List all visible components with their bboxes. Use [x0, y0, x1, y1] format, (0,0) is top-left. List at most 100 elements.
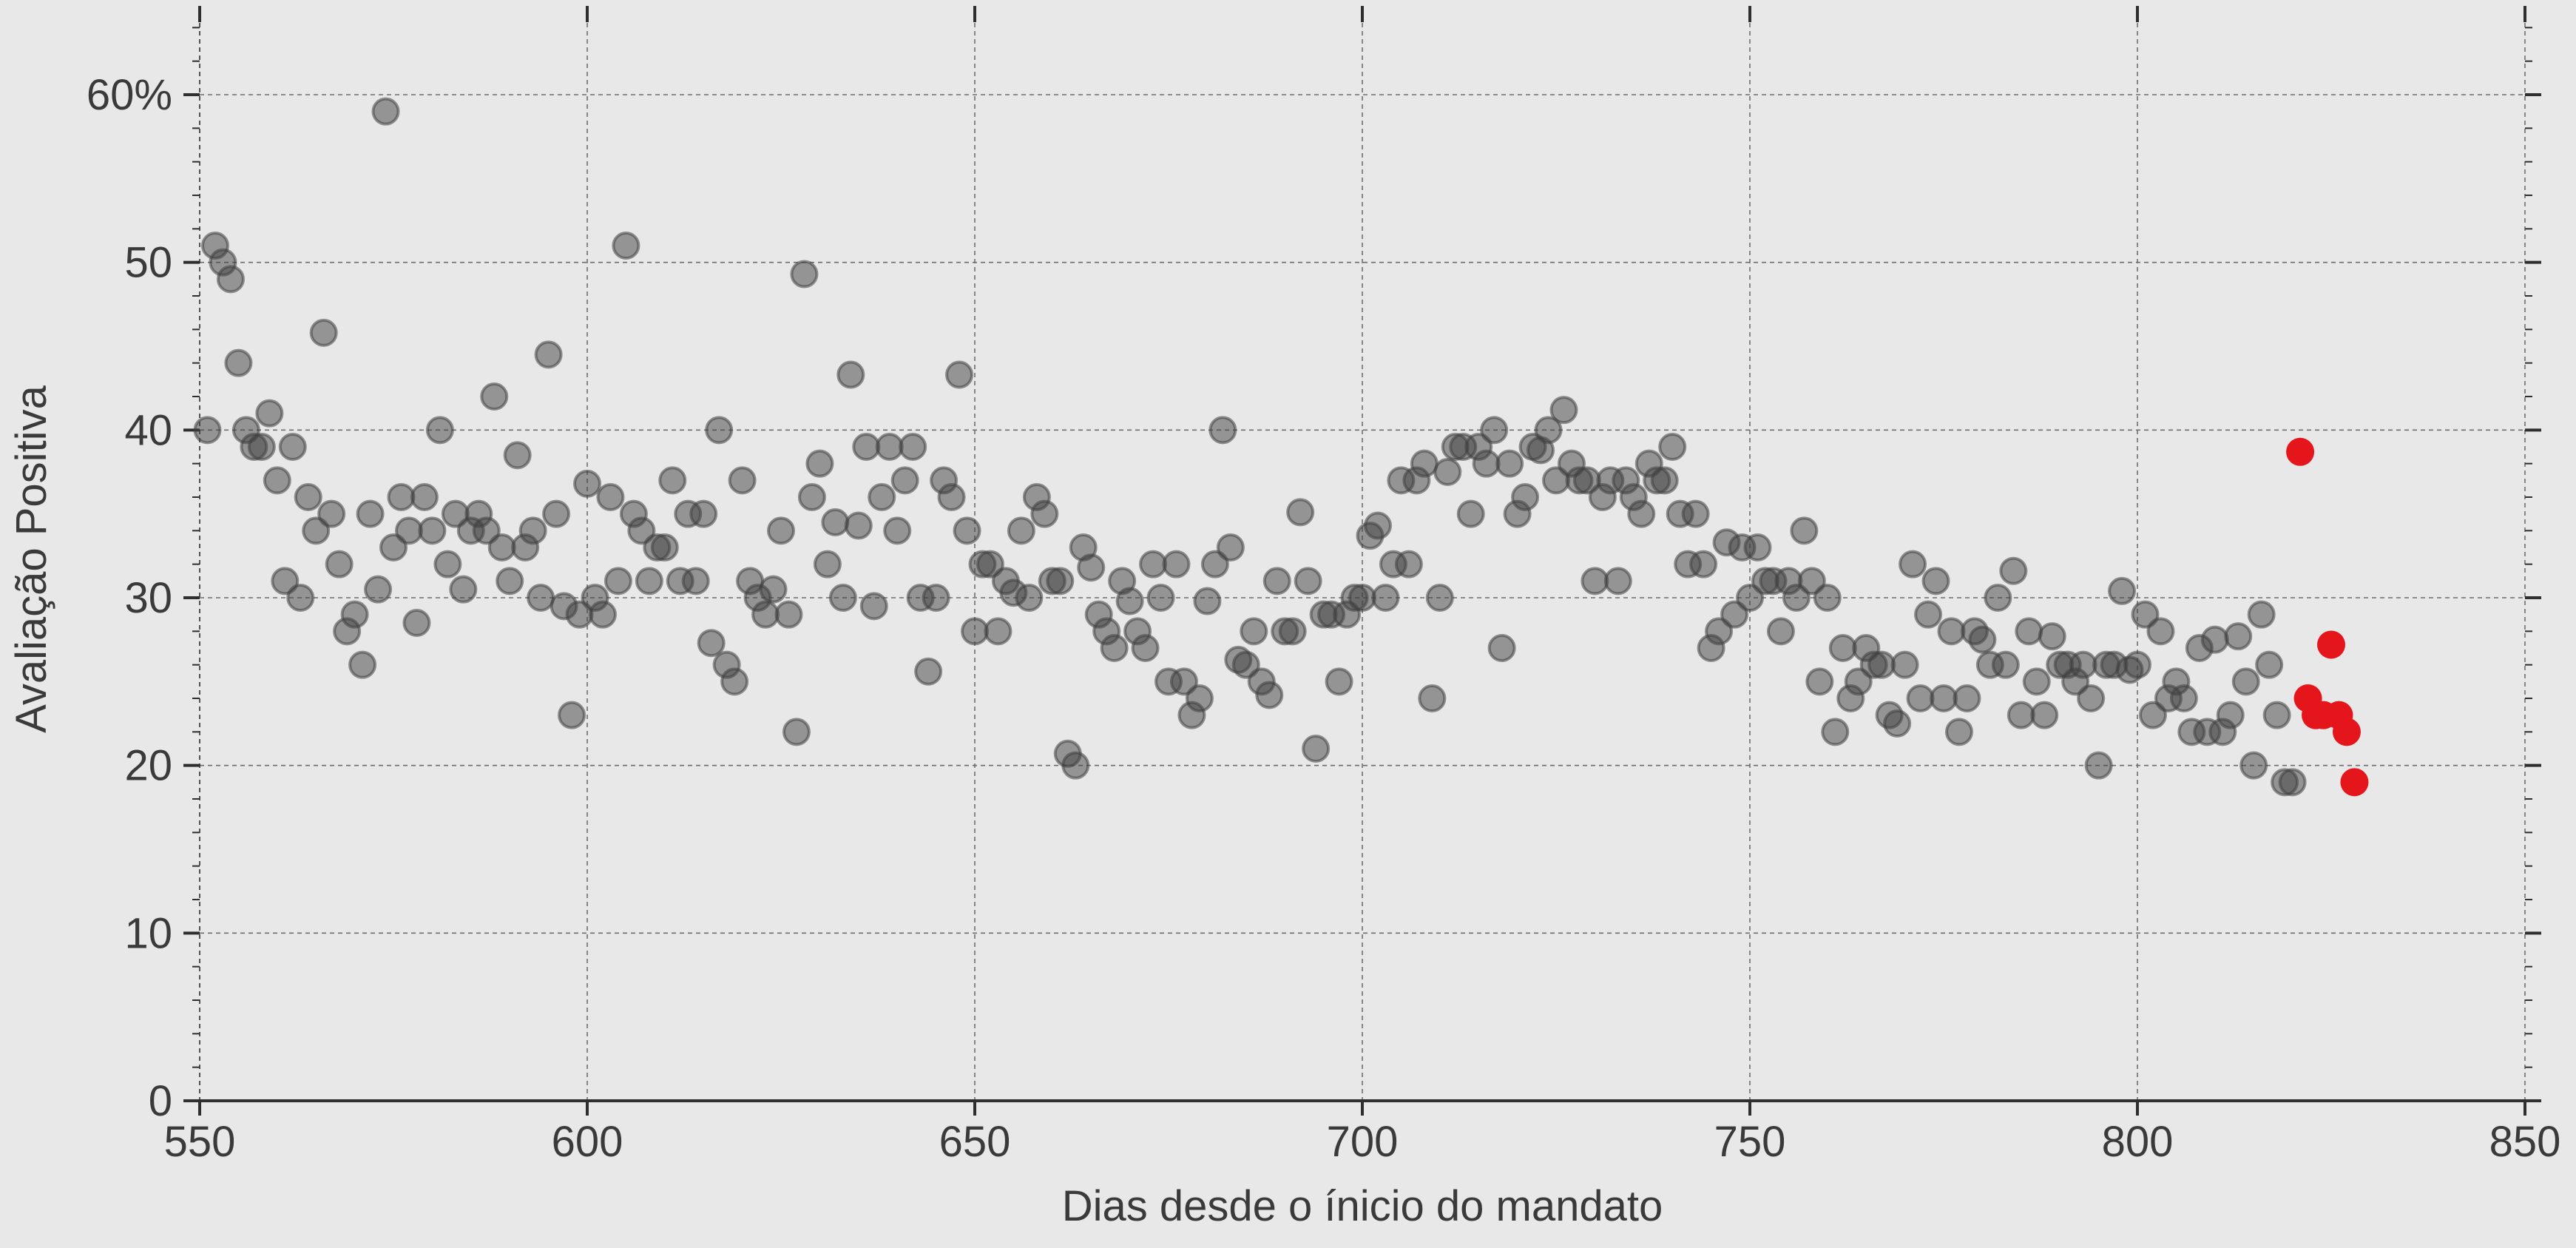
- data-point: [1999, 556, 2028, 585]
- data-point: [782, 718, 811, 746]
- data-point: [1185, 684, 1214, 712]
- data-point: [914, 657, 943, 686]
- data-point: [1930, 684, 1958, 712]
- data-point: [2262, 701, 2291, 729]
- data-point: [2030, 701, 2059, 729]
- data-point: [1061, 751, 1090, 780]
- data-point: [821, 508, 850, 536]
- data-point: [1456, 499, 1485, 528]
- data-point: [480, 382, 509, 411]
- data-point-highlight: [2286, 437, 2315, 466]
- data-point: [1650, 466, 1679, 495]
- data-point: [1867, 650, 1896, 679]
- data-points: [193, 97, 2369, 797]
- data-point: [1944, 718, 1973, 746]
- data-point: [852, 433, 881, 461]
- data-point: [1890, 650, 1919, 679]
- data-point: [1883, 709, 1912, 738]
- data-point: [1302, 735, 1331, 763]
- data-point: [1139, 550, 1168, 579]
- data-point: [805, 449, 834, 478]
- data-point: [1294, 567, 1322, 596]
- data-point: [720, 667, 749, 696]
- data-point: [1681, 499, 1710, 528]
- y-tick-label: 60%: [87, 71, 172, 119]
- data-point: [2108, 576, 2137, 605]
- data-point: [1790, 516, 1819, 545]
- data-point: [410, 483, 439, 511]
- data-point: [1914, 600, 1943, 629]
- data-point: [2239, 751, 2268, 780]
- data-point: [828, 584, 857, 612]
- data-point: [1433, 458, 1462, 486]
- data-point: [635, 567, 663, 596]
- x-axis-title: Dias desde o ínicio do mandato: [1062, 1182, 1663, 1230]
- data-point: [705, 416, 734, 445]
- data-point: [767, 516, 795, 545]
- axes: [183, 6, 2541, 1116]
- data-point: [317, 499, 346, 528]
- data-point: [984, 617, 1013, 646]
- y-tick-label: 40: [124, 406, 172, 454]
- x-tick-label: 700: [1327, 1118, 1399, 1166]
- data-point: [1371, 584, 1400, 612]
- data-point: [797, 483, 826, 511]
- data-point: [859, 592, 888, 621]
- data-point: [890, 466, 919, 495]
- data-point: [1240, 617, 1268, 646]
- data-point: [2231, 667, 2260, 696]
- data-point: [1549, 396, 1578, 425]
- data-point: [1743, 533, 1772, 561]
- x-tick-label: 850: [2489, 1118, 2561, 1166]
- data-point: [356, 499, 385, 528]
- data-point: [751, 600, 780, 629]
- data-point: [2022, 667, 2051, 696]
- data-point: [1480, 416, 1509, 445]
- data-point: [1363, 511, 1392, 540]
- data-point: [1418, 684, 1447, 712]
- x-tick-label: 650: [939, 1118, 1011, 1166]
- data-point: [2038, 622, 2066, 651]
- data-point: [1921, 567, 1950, 596]
- data-point: [899, 433, 927, 461]
- data-point: [1828, 634, 1857, 662]
- data-point: [286, 584, 315, 612]
- data-point: [868, 483, 896, 511]
- grid: [200, 15, 2526, 1101]
- data-point: [697, 629, 726, 658]
- data-point: [1046, 567, 1075, 596]
- data-point: [1394, 550, 1423, 579]
- data-point: [1906, 684, 1935, 712]
- y-tick-label: 20: [124, 742, 172, 790]
- data-point: [1603, 567, 1632, 596]
- data-point: [1348, 584, 1376, 612]
- x-tick-label: 750: [1714, 1118, 1786, 1166]
- data-point: [1689, 550, 1718, 579]
- data-point: [1030, 499, 1059, 528]
- data-point: [2216, 701, 2245, 729]
- y-tick-label: 50: [124, 239, 172, 287]
- data-point: [1805, 667, 1834, 696]
- y-axis-title: Avaliação Positiva: [7, 385, 55, 732]
- data-point: [278, 433, 307, 461]
- data-point: [2224, 622, 2253, 651]
- data-point: [1325, 667, 1353, 696]
- data-point: [1511, 483, 1540, 511]
- data-point: [728, 466, 757, 495]
- data-point: [527, 584, 555, 612]
- data-point: [774, 600, 803, 629]
- data-point: [247, 433, 276, 461]
- data-point: [1131, 634, 1160, 662]
- data-point: [2084, 751, 2113, 780]
- data-point: [2255, 650, 2284, 679]
- data-point: [1077, 553, 1106, 582]
- data-point: [922, 584, 950, 612]
- data-point: [604, 567, 632, 596]
- data-point: [681, 567, 710, 596]
- data-point: [1968, 625, 1997, 654]
- data-point: [1278, 617, 1307, 646]
- data-point: [224, 348, 253, 377]
- data-point: [1472, 449, 1501, 478]
- data-point: [937, 483, 966, 511]
- data-point: [790, 260, 819, 289]
